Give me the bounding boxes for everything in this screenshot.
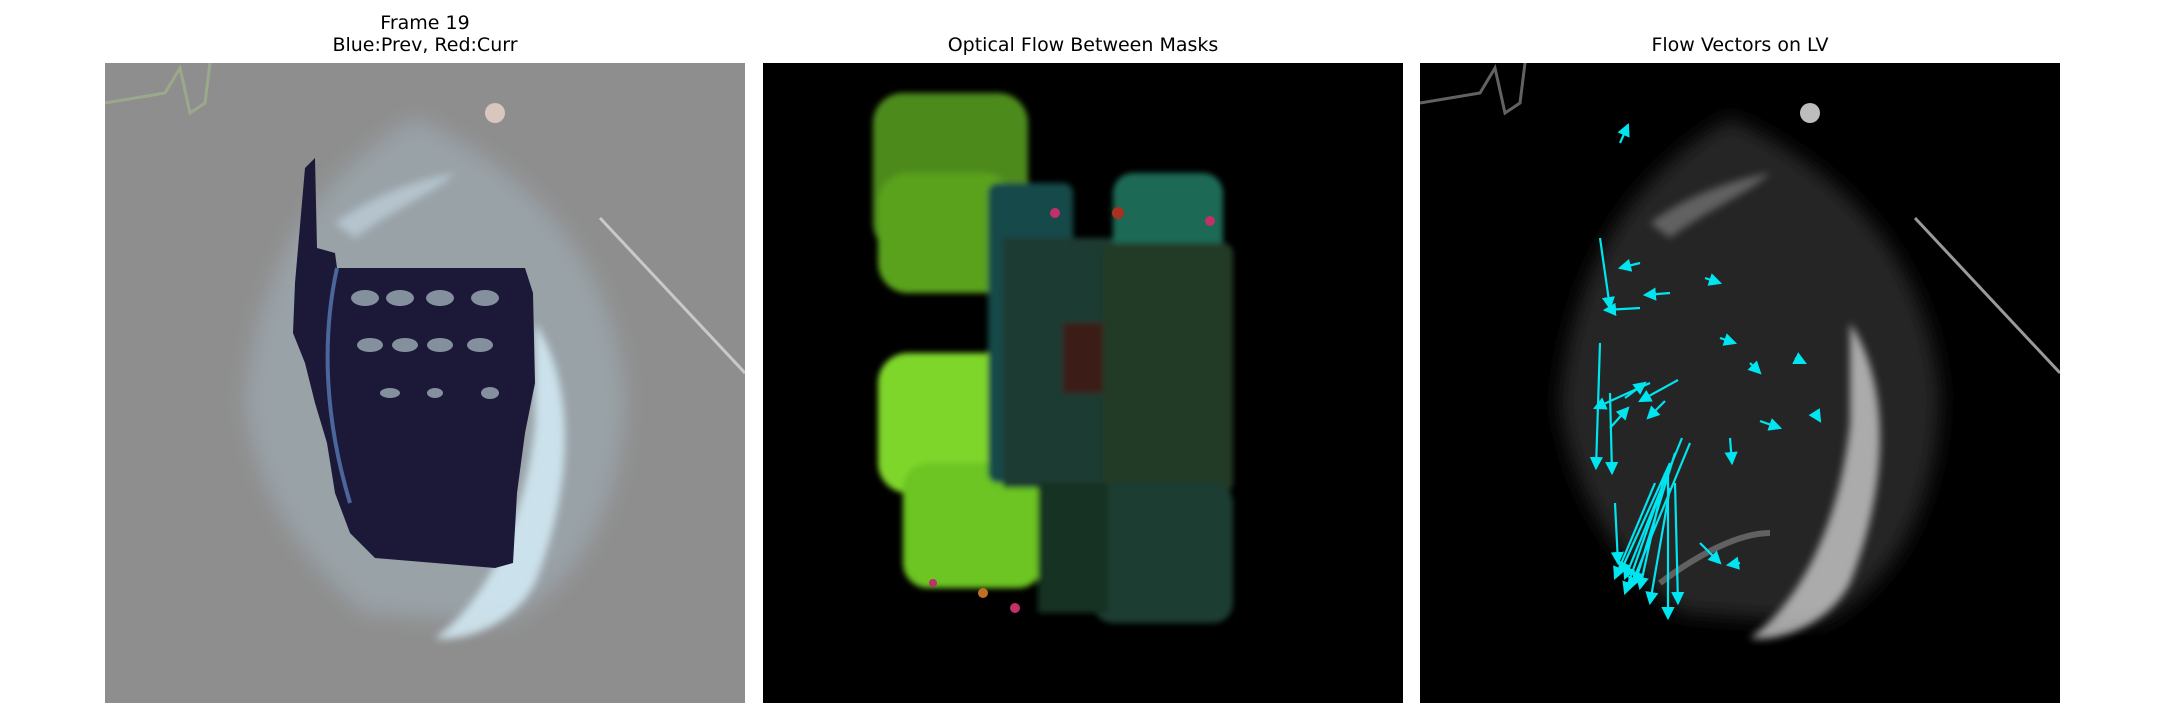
mask-overlay-image [105, 63, 745, 703]
optical-flow-image [763, 63, 1403, 703]
panel-3-title: Flow Vectors on LV [1651, 34, 1829, 56]
panel-1-title: Frame 19 Blue:Prev, Red:Curr [105, 12, 745, 56]
panel-1-title-line-2: Blue:Prev, Red:Curr [332, 34, 518, 56]
flow-vectors-image [1420, 63, 2060, 703]
panel-2-title: Optical Flow Between Masks [947, 34, 1219, 56]
panel-1-title-line-1: Frame 19 [380, 12, 470, 34]
